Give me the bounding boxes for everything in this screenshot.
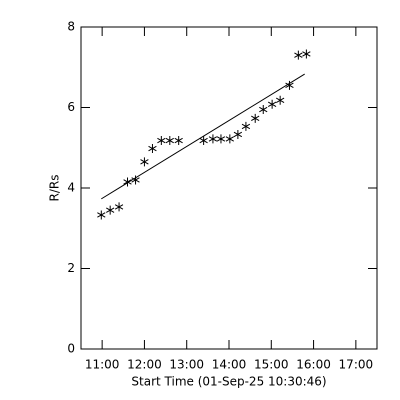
asterisk-point xyxy=(148,144,157,154)
x-tick-label: 13:00 xyxy=(169,358,204,372)
asterisk-point xyxy=(267,99,277,109)
asterisk-point xyxy=(174,136,183,146)
asterisk-point xyxy=(251,113,260,123)
asterisk-point xyxy=(106,205,115,215)
x-tick-label: 17:00 xyxy=(339,358,374,372)
asterisk-point xyxy=(302,49,311,59)
asterisk-point xyxy=(285,80,294,90)
y-tick-label: 0 xyxy=(67,342,75,356)
y-tick-label: 2 xyxy=(67,261,75,275)
asterisk-point xyxy=(233,129,243,139)
asterisk-point xyxy=(157,136,166,146)
asterisk-point xyxy=(123,177,132,187)
asterisk-point xyxy=(199,136,208,146)
asterisk-point xyxy=(208,134,218,144)
plot-frame xyxy=(80,26,378,350)
asterisk-point xyxy=(165,136,174,146)
y-tick-label: 6 xyxy=(67,100,75,114)
asterisk-point xyxy=(140,157,149,167)
x-tick-label: 16:00 xyxy=(296,358,331,372)
x-tick-label: 15:00 xyxy=(254,358,289,372)
asterisk-point xyxy=(131,175,140,185)
asterisk-point xyxy=(241,121,251,131)
asterisk-point xyxy=(225,134,235,144)
asterisk-point xyxy=(259,105,268,115)
asterisk-point xyxy=(216,134,226,144)
fit-line xyxy=(101,73,305,200)
x-axis-label: Start Time (01-Sep-25 10:30:46) xyxy=(131,375,326,389)
y-tick-label: 4 xyxy=(67,181,75,195)
x-tick-label: 14:00 xyxy=(212,358,247,372)
asterisk-point xyxy=(276,95,285,105)
asterisk-point xyxy=(114,202,124,212)
asterisk-point xyxy=(97,210,106,220)
x-tick-label: 11:00 xyxy=(85,358,120,372)
x-tick-label: 12:00 xyxy=(127,358,162,372)
y-axis-label: R/Rs xyxy=(48,175,62,202)
asterisk-point xyxy=(294,50,303,60)
y-tick-label: 8 xyxy=(67,20,75,34)
